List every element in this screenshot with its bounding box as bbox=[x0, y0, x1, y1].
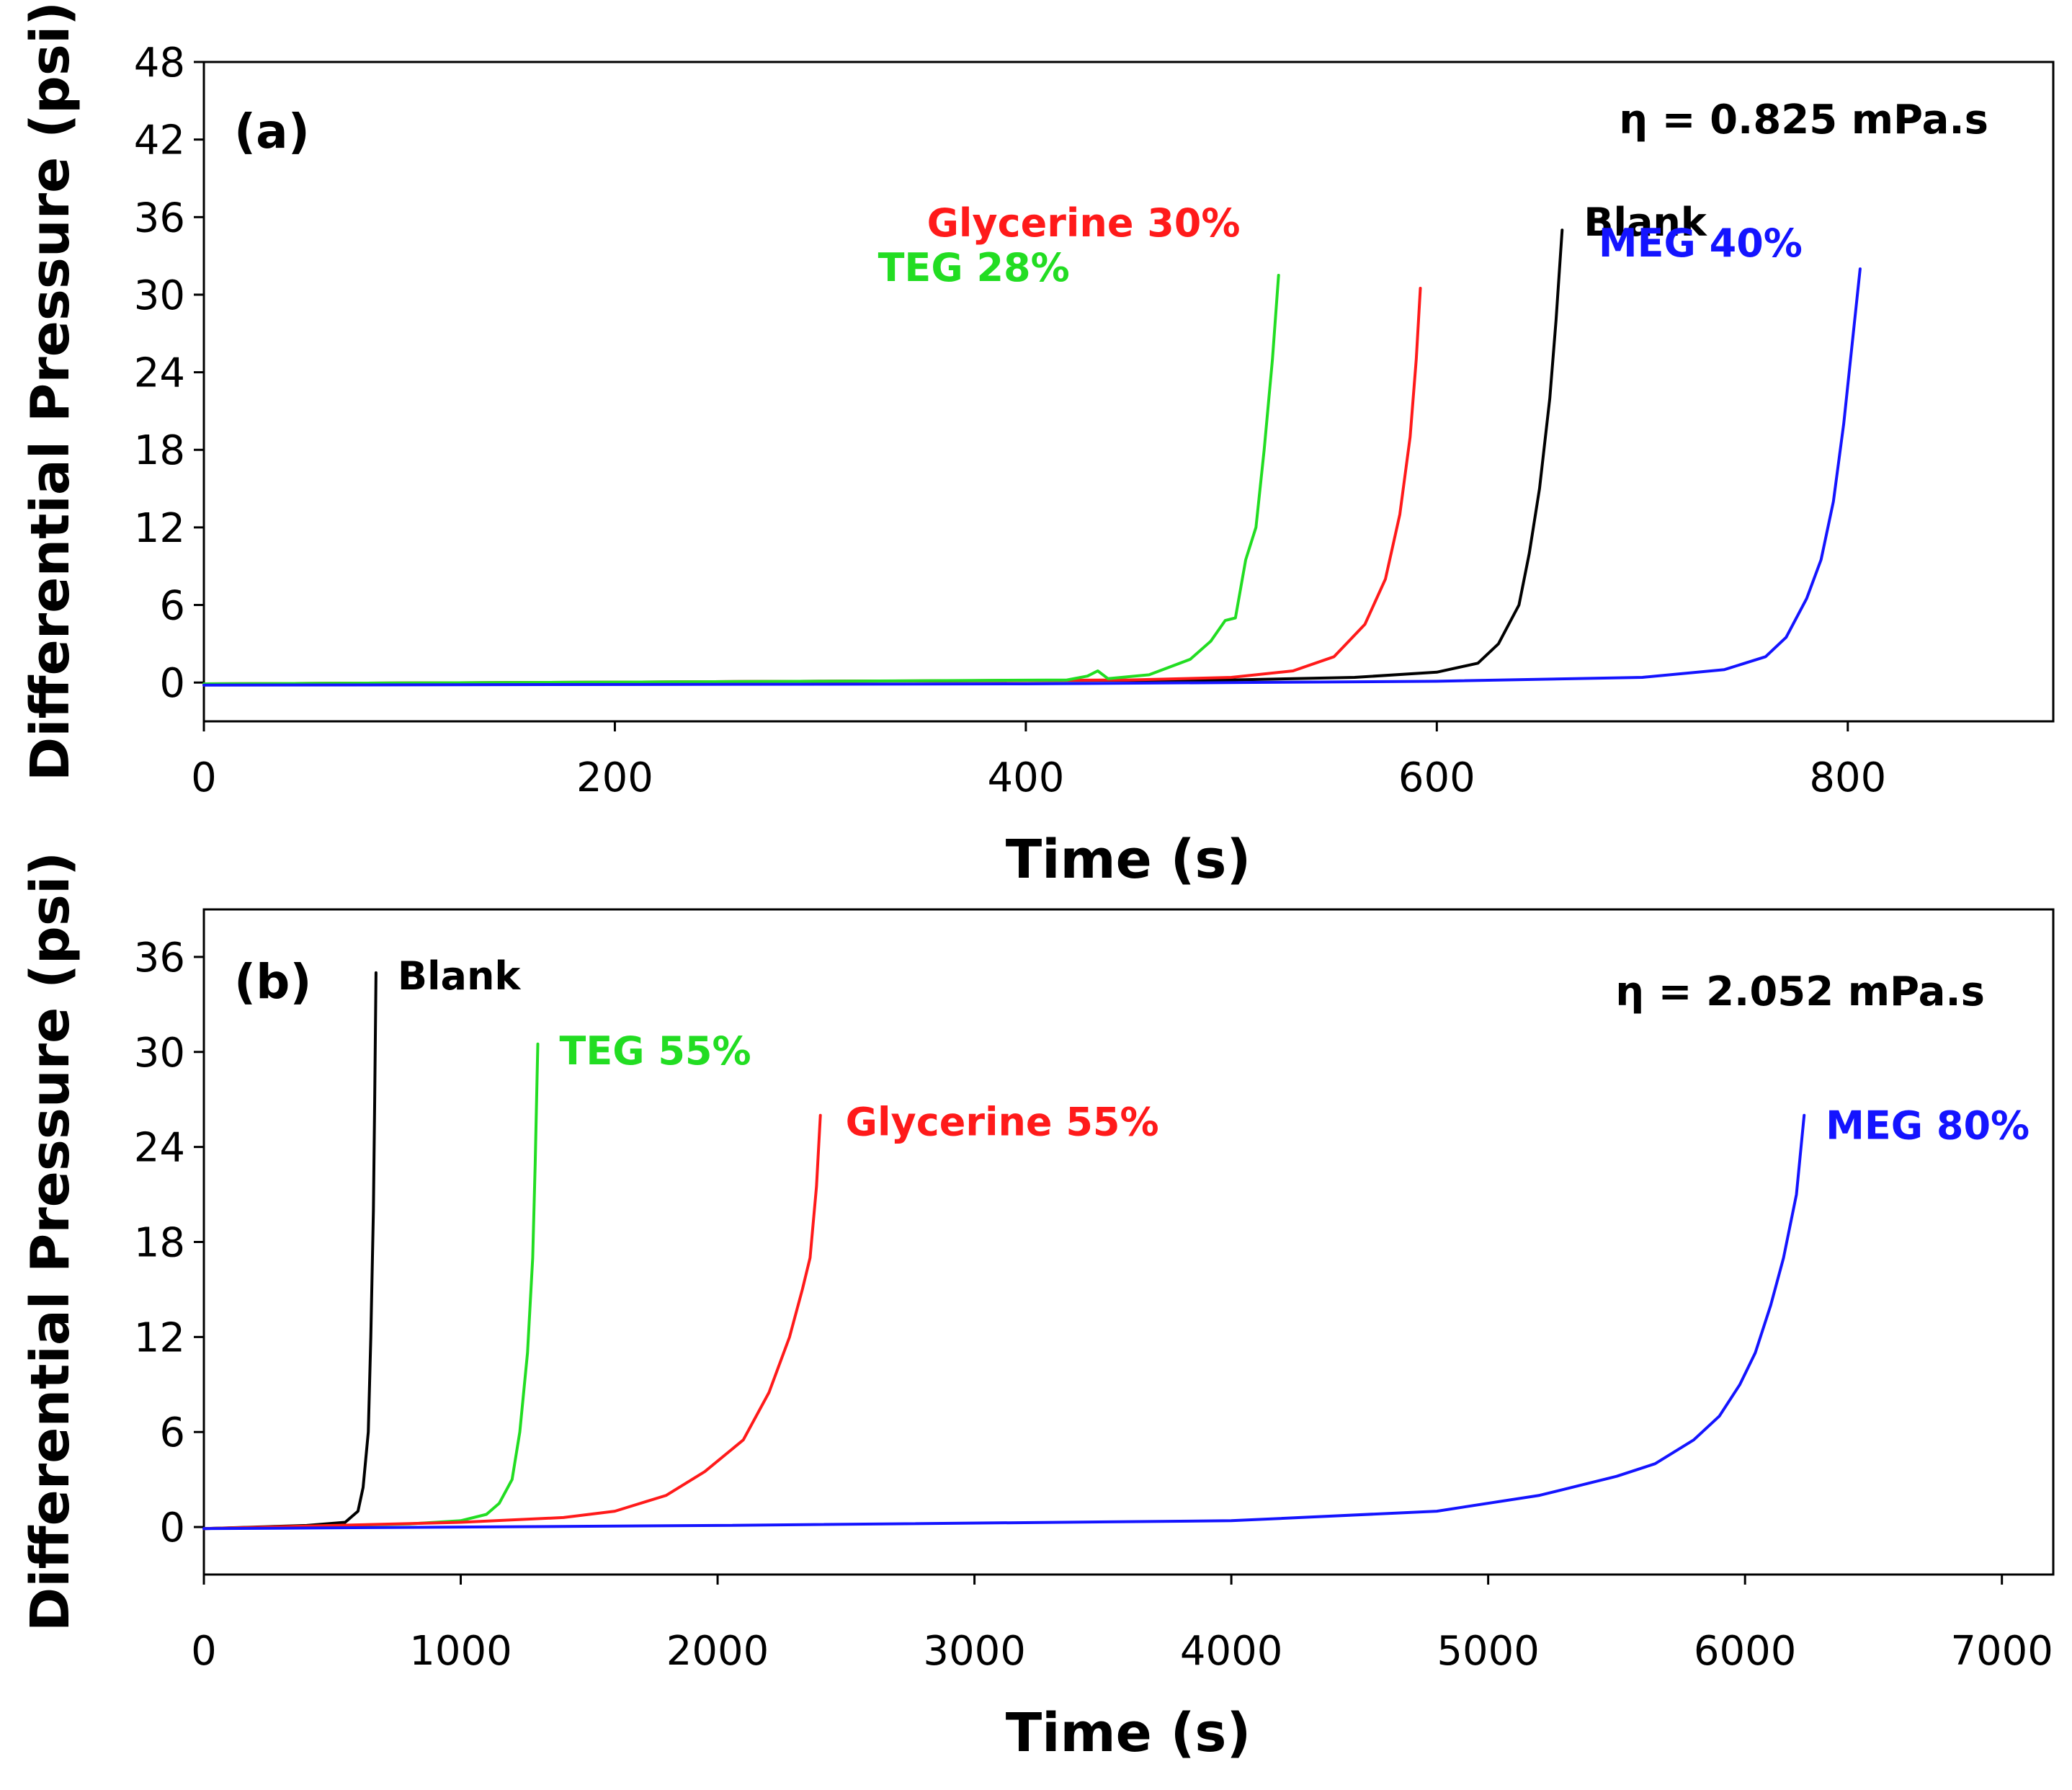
viscosity-annotation: η = 0.825 mPa.s bbox=[1619, 97, 1988, 143]
viscosity-annotation: η = 2.052 mPa.s bbox=[1615, 969, 1985, 1015]
x-tick-label: 2000 bbox=[666, 1628, 769, 1675]
y-tick-label: 36 bbox=[134, 195, 185, 241]
y-tick-label: 0 bbox=[159, 660, 185, 707]
x-tick-label: 200 bbox=[576, 754, 653, 801]
y-tick-label: 0 bbox=[159, 1505, 185, 1551]
panel-label: (a) bbox=[234, 104, 310, 159]
series-line-blank bbox=[202, 228, 1564, 685]
series-curves bbox=[202, 228, 1862, 687]
y-tick-label: 12 bbox=[134, 505, 185, 552]
series-label-teg-55: TEG 55% bbox=[559, 1028, 751, 1074]
x-tick-label: 400 bbox=[987, 754, 1064, 801]
x-tick-label: 3000 bbox=[923, 1628, 1026, 1675]
x-tick-label: 1000 bbox=[409, 1628, 512, 1675]
y-tick-label: 18 bbox=[134, 1220, 185, 1267]
y-axis-title: Differential Pressure (psi) bbox=[19, 1, 81, 781]
series-label-blank: Blank bbox=[398, 953, 522, 999]
series-label-glycerine-30: Glycerine 30% bbox=[927, 200, 1241, 246]
series-label-meg-40: MEG 40% bbox=[1599, 221, 1803, 266]
x-tick-label: 4000 bbox=[1180, 1628, 1283, 1675]
y-tick-label: 24 bbox=[134, 350, 185, 397]
y-tick-label: 42 bbox=[134, 117, 185, 164]
y-tick-label: 36 bbox=[134, 935, 185, 981]
y-tick-label: 30 bbox=[134, 1030, 185, 1077]
y-tick-label: 6 bbox=[159, 583, 185, 630]
x-axis-ticks: 0 200 400 600 800 bbox=[191, 721, 1886, 801]
series-line-meg-80 bbox=[202, 1113, 1806, 1531]
x-axis-title: Time (s) bbox=[1006, 829, 1251, 891]
series-line-meg-40 bbox=[202, 267, 1862, 687]
y-tick-label: 24 bbox=[134, 1125, 185, 1172]
series-line-blank bbox=[202, 971, 378, 1531]
x-axis-ticks: 0 1000 2000 3000 4000 5000 6000 7000 bbox=[191, 1575, 2053, 1675]
y-axis-ticks: 0 6 12 18 24 30 36 bbox=[134, 935, 204, 1551]
series-label-meg-80: MEG 80% bbox=[1826, 1103, 2029, 1149]
x-tick-label: 7000 bbox=[1950, 1628, 2053, 1675]
series-label-blank: Blank bbox=[1584, 200, 1707, 245]
panel-a: 0 6 12 18 24 30 36 42 48 0 200 400 600 800 Blank Glyc… bbox=[19, 1, 2055, 891]
y-tick-label: 30 bbox=[134, 272, 185, 319]
series-labels: Blank Glycerine 30%TEG 28% MEG 40% bbox=[878, 200, 1803, 290]
y-tick-label: 18 bbox=[134, 427, 185, 474]
x-axis-title: Time (s) bbox=[1006, 1702, 1251, 1764]
y-axis-title: Differential Pressure (psi) bbox=[19, 852, 81, 1631]
series-label-teg-28: TEG 28% bbox=[878, 245, 1070, 290]
panel-label: (b) bbox=[234, 954, 312, 1010]
x-tick-label: 0 bbox=[191, 754, 217, 801]
x-tick-label: 600 bbox=[1398, 754, 1475, 801]
x-tick-label: 800 bbox=[1809, 754, 1886, 801]
x-tick-label: 0 bbox=[191, 1628, 217, 1675]
series-line-teg-28 bbox=[202, 274, 1280, 685]
y-tick-label: 12 bbox=[134, 1314, 185, 1361]
plot-frame bbox=[202, 61, 2055, 723]
y-axis-ticks: 0 6 12 18 24 30 36 42 48 bbox=[134, 40, 204, 707]
series-label-glycerine-55: Glycerine 55% bbox=[846, 1100, 1159, 1145]
series-curves bbox=[202, 971, 1806, 1531]
series-labels: Blank TEG 55% Glycerine 55% MEG 80% bbox=[398, 953, 2029, 1149]
series-line-glycerine-55 bbox=[202, 1113, 822, 1531]
x-tick-label: 6000 bbox=[1694, 1628, 1797, 1675]
series-line-glycerine-30 bbox=[202, 287, 1422, 685]
x-tick-label: 5000 bbox=[1437, 1628, 1540, 1675]
y-tick-label: 6 bbox=[159, 1410, 185, 1456]
y-tick-label: 48 bbox=[134, 40, 185, 86]
panel-b: 0 6 12 18 24 30 36 0 1000 2000 3000 4000 5000 6000 70… bbox=[19, 852, 2055, 1764]
